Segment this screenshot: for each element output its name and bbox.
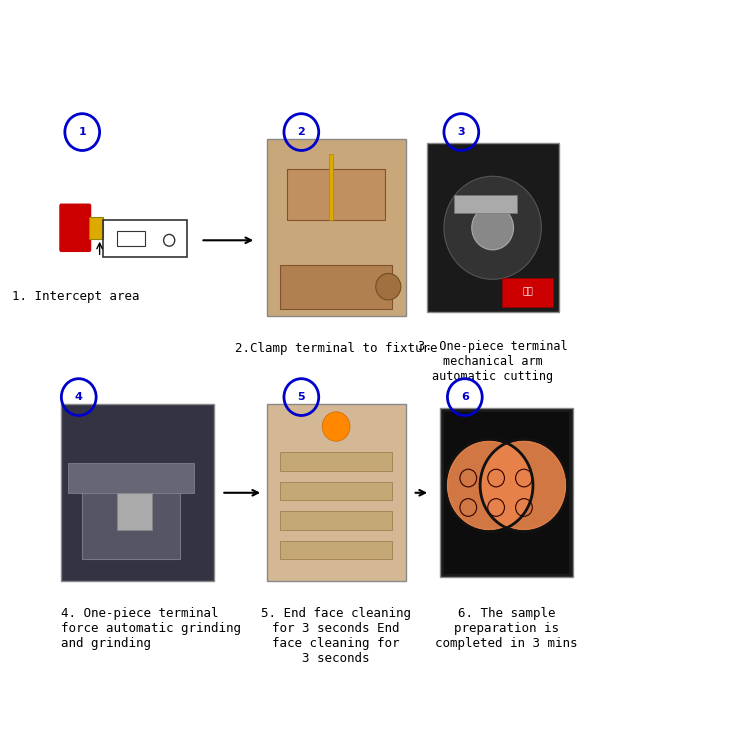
- Bar: [280, 541, 392, 559]
- Bar: [280, 452, 392, 471]
- Bar: [103, 220, 187, 257]
- Bar: [287, 169, 385, 220]
- Circle shape: [322, 412, 350, 441]
- FancyBboxPatch shape: [62, 404, 214, 581]
- Text: 5: 5: [298, 392, 305, 402]
- Text: 2.Clamp terminal to fixture: 2.Clamp terminal to fixture: [235, 342, 437, 355]
- FancyBboxPatch shape: [440, 408, 573, 578]
- Text: 正确: 正确: [522, 287, 532, 296]
- Bar: [280, 512, 392, 530]
- Text: 1: 1: [78, 127, 86, 137]
- Circle shape: [376, 274, 400, 300]
- FancyBboxPatch shape: [266, 140, 406, 316]
- Bar: [117, 493, 152, 530]
- Bar: [117, 232, 145, 246]
- Circle shape: [444, 176, 542, 279]
- Polygon shape: [482, 441, 566, 530]
- Text: 4. One-piece terminal
force automatic grinding
and grinding: 4. One-piece terminal force automatic gr…: [62, 607, 242, 650]
- Text: 6. The sample
preparation is
completed in 3 mins: 6. The sample preparation is completed i…: [435, 607, 578, 650]
- Text: 4: 4: [75, 392, 82, 402]
- Bar: [89, 217, 103, 238]
- FancyBboxPatch shape: [266, 404, 406, 581]
- FancyBboxPatch shape: [427, 143, 559, 313]
- Bar: [280, 482, 392, 500]
- Bar: [444, 412, 569, 574]
- FancyBboxPatch shape: [502, 278, 554, 307]
- Text: 3: 3: [458, 127, 465, 137]
- Bar: [454, 195, 517, 213]
- Text: 1. Intercept area: 1. Intercept area: [11, 290, 139, 303]
- Bar: [329, 154, 333, 220]
- Polygon shape: [448, 441, 531, 530]
- Circle shape: [472, 206, 514, 250]
- Bar: [280, 265, 392, 309]
- Text: 2: 2: [298, 127, 305, 137]
- Text: 3. One-piece terminal
mechanical arm
automatic cutting: 3. One-piece terminal mechanical arm aut…: [418, 340, 568, 382]
- Bar: [82, 471, 179, 559]
- Bar: [68, 464, 194, 493]
- Text: 6: 6: [460, 392, 469, 402]
- FancyBboxPatch shape: [60, 204, 91, 251]
- Text: 5. End face cleaning
for 3 seconds End
face cleaning for
3 seconds: 5. End face cleaning for 3 seconds End f…: [261, 607, 411, 664]
